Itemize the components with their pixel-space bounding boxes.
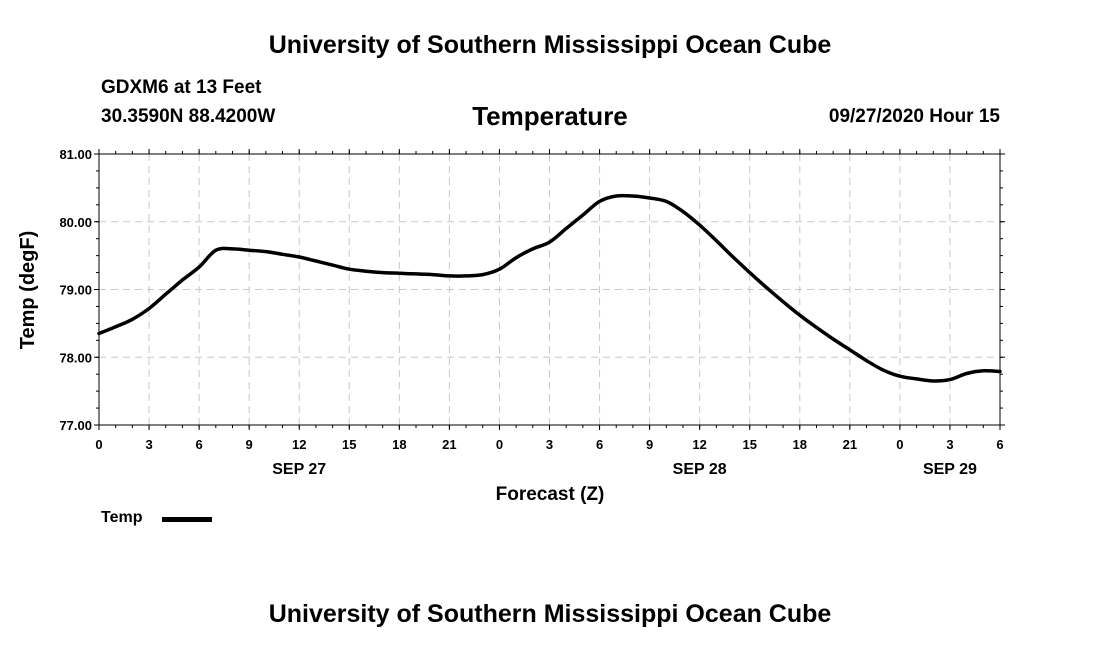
date-label: SEP 29 <box>923 461 977 478</box>
x-tick-label: 0 <box>896 437 903 452</box>
grid-lines <box>99 154 1000 425</box>
x-tick-label: 6 <box>596 437 603 452</box>
x-tick-label: 6 <box>996 437 1003 452</box>
x-tick-label: 3 <box>145 437 152 452</box>
forecast-datetime: 09/27/2020 Hour 15 <box>828 106 1000 127</box>
x-tick-label: 18 <box>392 437 406 452</box>
x-tick-label: 3 <box>546 437 553 452</box>
y-tick-label: 77.00 <box>59 418 92 433</box>
x-tick-label: 6 <box>195 437 202 452</box>
x-tick-label: 15 <box>742 437 756 452</box>
y-tick-label: 80.00 <box>59 215 92 230</box>
x-tick-label: 3 <box>946 437 953 452</box>
x-tick-label: 12 <box>292 437 306 452</box>
station-name: GDXM6 at 13 Feet <box>101 77 262 98</box>
x-tick-label: 9 <box>246 437 253 452</box>
legend-label: Temp <box>101 509 143 526</box>
y-tick-label: 79.00 <box>59 283 92 298</box>
x-tick-label: 18 <box>793 437 807 452</box>
x-tick-label: 0 <box>95 437 102 452</box>
legend-swatch <box>162 517 212 522</box>
temp-series-line <box>97 193 1002 383</box>
x-tick-label: 21 <box>843 437 857 452</box>
footer-title: University of Southern Mississippi Ocean… <box>268 600 832 628</box>
station-coordinates: 30.3590N 88.4200W <box>101 106 276 127</box>
chart-title: Temperature <box>472 101 628 131</box>
y-axis-label: Temp (degF) <box>17 231 39 350</box>
header-title: University of Southern Mississippi Ocean… <box>268 31 832 59</box>
y-tick-label: 78.00 <box>59 350 92 365</box>
x-tick-label: 9 <box>646 437 653 452</box>
x-tick-label: 0 <box>496 437 503 452</box>
x-tick-label: 21 <box>442 437 456 452</box>
date-label: SEP 28 <box>673 461 727 478</box>
x-tick-label: 15 <box>342 437 356 452</box>
x-axis-label: Forecast (Z) <box>496 484 605 505</box>
x-tick-label: 12 <box>692 437 706 452</box>
y-tick-label: 81.00 <box>59 147 92 162</box>
axis-ticks <box>94 149 1005 430</box>
axis-tick-labels: 77.00 78.00 79.00 80.00 81.00 0 3 6 9 12 15 18 21 0 3 6… <box>59 147 1003 478</box>
date-label: SEP 27 <box>272 461 326 478</box>
